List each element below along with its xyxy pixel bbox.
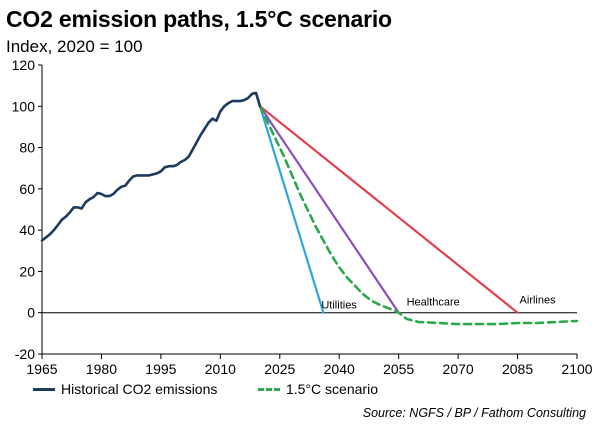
x-tick-label: 1995 xyxy=(145,361,176,377)
chart-title: CO2 emission paths, 1.5°C scenario xyxy=(6,6,392,32)
y-tick-label: 20 xyxy=(19,263,35,279)
x-tick-label: 1965 xyxy=(26,361,57,377)
x-tick-label: 2040 xyxy=(324,361,355,377)
y-tick-label: 60 xyxy=(19,181,35,197)
x-tick-label: 2055 xyxy=(383,361,414,377)
healthcare-line xyxy=(258,105,400,314)
x-tick-label: 2010 xyxy=(205,361,236,377)
historical-line xyxy=(40,91,262,242)
legend-historical: Historical CO2 emissions xyxy=(33,381,217,397)
legend-historical-label: Historical CO2 emissions xyxy=(61,381,218,397)
chart-subtitle: Index, 2020 = 100 xyxy=(6,37,143,56)
annotation-healthcare: Healthcare xyxy=(407,297,460,309)
y-tick-label: 80 xyxy=(19,140,35,156)
utilities-line xyxy=(258,105,325,314)
y-tick-label: 120 xyxy=(12,57,36,73)
airlines-line xyxy=(258,105,519,314)
legend-scenario-label: 1.5°C scenario xyxy=(286,381,378,397)
x-tick-label: 1980 xyxy=(86,361,117,377)
y-tick-label: 0 xyxy=(27,305,35,321)
x-tick-label: 2070 xyxy=(443,361,474,377)
x-tick-label: 2100 xyxy=(561,361,592,377)
legend-historical-swatch xyxy=(33,387,55,391)
y-tick-label: 40 xyxy=(19,222,35,238)
annotation-airlines: Airlines xyxy=(520,295,557,307)
scenario-line xyxy=(258,105,579,326)
x-tick-label: 2085 xyxy=(502,361,533,377)
y-tick-label: 100 xyxy=(12,98,36,114)
annotation-utilities: Utilities xyxy=(321,300,357,312)
x-tick-label: 2025 xyxy=(264,361,295,377)
source-note: Source: NGFS / BP / Fathom Consulting xyxy=(362,406,586,420)
legend-scenario: 1.5°C scenario xyxy=(258,381,378,397)
y-tick-label: -20 xyxy=(15,346,35,362)
legend-scenario-swatch xyxy=(258,387,280,391)
